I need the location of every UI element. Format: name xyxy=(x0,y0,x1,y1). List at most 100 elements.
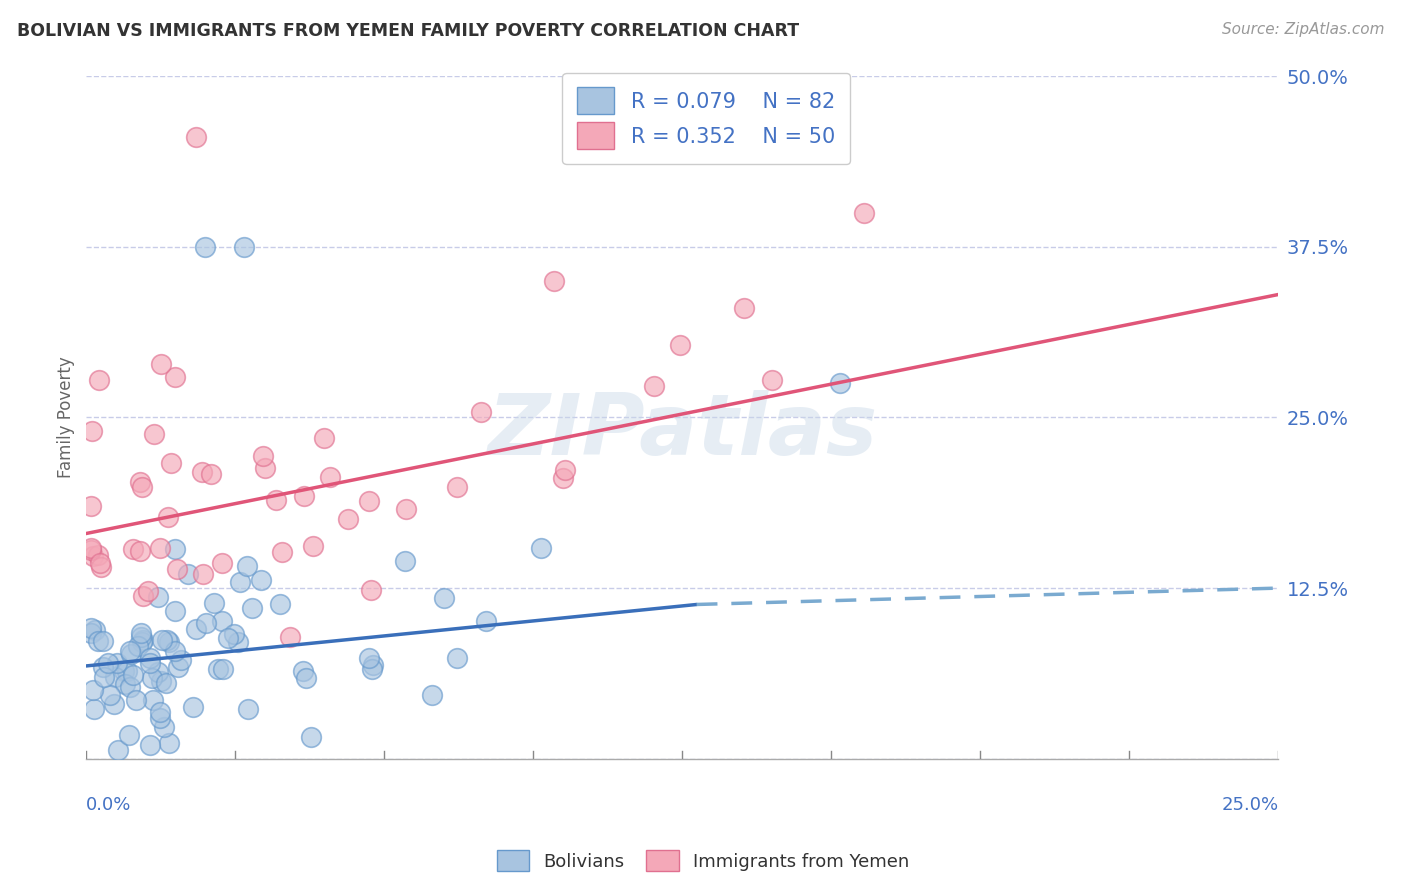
Text: 0.0%: 0.0% xyxy=(86,797,132,814)
Point xyxy=(89,373,111,387)
Point xyxy=(98,688,121,702)
Point xyxy=(264,492,287,507)
Point xyxy=(89,556,111,570)
Point xyxy=(249,573,271,587)
Point xyxy=(420,688,443,702)
Text: Source: ZipAtlas.com: Source: ZipAtlas.com xyxy=(1222,22,1385,37)
Point xyxy=(103,698,125,712)
Point xyxy=(184,130,207,145)
Point xyxy=(202,596,225,610)
Point xyxy=(146,590,169,604)
Point xyxy=(299,730,322,744)
Point xyxy=(184,622,207,636)
Point xyxy=(80,499,103,513)
Point xyxy=(83,702,105,716)
Point xyxy=(131,626,153,640)
Point xyxy=(152,720,174,734)
Point xyxy=(195,616,218,631)
Point xyxy=(156,632,179,647)
Point xyxy=(149,541,172,555)
Point xyxy=(129,630,152,644)
Point xyxy=(852,205,875,219)
Legend: R = 0.079    N = 82, R = 0.352    N = 50: R = 0.079 N = 82, R = 0.352 N = 50 xyxy=(562,73,851,164)
Point xyxy=(295,671,318,685)
Point xyxy=(128,475,150,489)
Point xyxy=(211,614,233,628)
Point xyxy=(395,501,418,516)
Point xyxy=(125,693,148,707)
Point xyxy=(200,467,222,482)
Point xyxy=(120,647,142,661)
Point xyxy=(142,427,165,442)
Point xyxy=(114,677,136,691)
Point xyxy=(446,651,468,665)
Point xyxy=(163,644,186,658)
Point xyxy=(212,663,235,677)
Point xyxy=(139,656,162,670)
Point xyxy=(82,424,104,438)
Point xyxy=(132,589,155,603)
Point xyxy=(554,463,576,477)
Point xyxy=(149,705,172,719)
Point xyxy=(104,670,127,684)
Point xyxy=(148,710,170,724)
Point xyxy=(292,489,315,503)
Point xyxy=(240,600,263,615)
Point xyxy=(112,665,135,679)
Point xyxy=(87,549,110,563)
Point xyxy=(157,735,180,749)
Point xyxy=(131,480,153,494)
Point xyxy=(236,702,259,716)
Point xyxy=(551,471,574,485)
Point xyxy=(828,376,851,391)
Point xyxy=(129,544,152,558)
Point xyxy=(80,543,103,558)
Point xyxy=(91,633,114,648)
Point xyxy=(136,583,159,598)
Point xyxy=(357,493,380,508)
Point xyxy=(107,743,129,757)
Point xyxy=(80,626,103,640)
Point xyxy=(357,651,380,665)
Point xyxy=(194,240,217,254)
Point xyxy=(127,640,149,654)
Point xyxy=(166,562,188,576)
Point xyxy=(156,510,179,524)
Point xyxy=(93,670,115,684)
Point xyxy=(475,615,498,629)
Point xyxy=(84,623,107,637)
Point xyxy=(91,660,114,674)
Point xyxy=(132,633,155,648)
Point xyxy=(232,240,254,254)
Point xyxy=(236,559,259,574)
Point xyxy=(470,405,492,419)
Point xyxy=(118,728,141,742)
Text: 25.0%: 25.0% xyxy=(1222,797,1278,814)
Point xyxy=(90,559,112,574)
Point xyxy=(254,460,277,475)
Point xyxy=(131,634,153,648)
Point xyxy=(176,566,198,581)
Point xyxy=(82,683,104,698)
Point xyxy=(191,567,214,582)
Point xyxy=(360,582,382,597)
Point xyxy=(163,604,186,618)
Point xyxy=(142,692,165,706)
Point xyxy=(226,635,249,649)
Point xyxy=(337,512,360,526)
Point xyxy=(394,554,416,568)
Point xyxy=(141,671,163,685)
Point xyxy=(120,680,142,694)
Point xyxy=(82,549,104,563)
Point xyxy=(80,541,103,555)
Point xyxy=(530,541,553,556)
Point xyxy=(361,658,384,673)
Point xyxy=(165,369,187,384)
Legend: Bolivians, Immigrants from Yemen: Bolivians, Immigrants from Yemen xyxy=(489,843,917,879)
Point xyxy=(190,465,212,479)
Point xyxy=(217,631,239,645)
Point xyxy=(148,665,170,680)
Point xyxy=(207,662,229,676)
Point xyxy=(160,456,183,470)
Text: BOLIVIAN VS IMMIGRANTS FROM YEMEN FAMILY POVERTY CORRELATION CHART: BOLIVIAN VS IMMIGRANTS FROM YEMEN FAMILY… xyxy=(17,22,799,40)
